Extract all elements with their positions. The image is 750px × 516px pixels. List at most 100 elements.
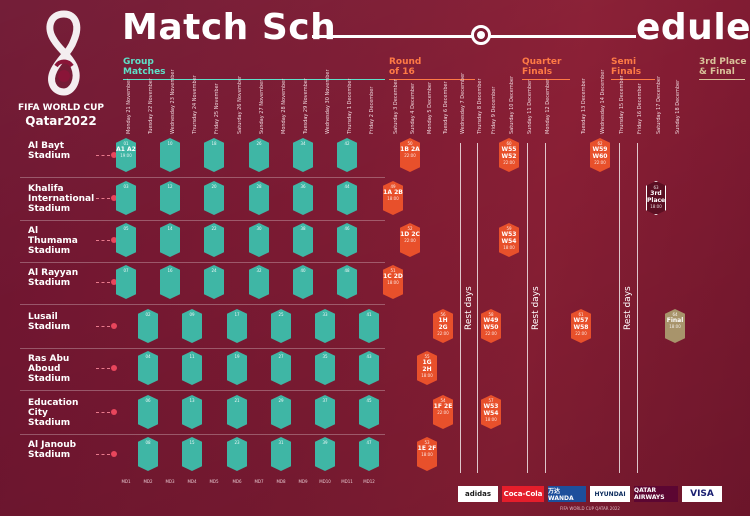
matchday-code: MD10	[319, 479, 331, 484]
match-badge-num: 03	[123, 184, 129, 189]
venue-connector	[96, 155, 110, 156]
match-badge-num: 49	[390, 184, 396, 189]
group-match-badge: 32	[249, 265, 269, 299]
match-badge-m: 1C 2D	[383, 273, 403, 280]
match-badge-num: 50	[407, 141, 413, 146]
venue-name-line: Ras Abu	[28, 354, 70, 364]
match-badge-num: 53	[424, 440, 430, 445]
matchday-code: MD3	[165, 479, 175, 484]
knockout-match-badge: 52 1D 2C 22:00	[400, 223, 420, 257]
date-label: Friday 9 December	[491, 86, 497, 134]
match-badge-num: 15	[189, 440, 195, 445]
title-line-left	[312, 35, 472, 38]
match-badge-t: 22:00	[437, 410, 449, 415]
group-match-badge: 46	[337, 223, 357, 257]
rest-day-line	[545, 143, 546, 473]
group-match-badge: 23	[227, 437, 247, 471]
match-badge-num: 56	[440, 312, 446, 317]
sponsor-coca-cola: Coca-Cola	[502, 486, 544, 502]
rest-day-line	[460, 143, 461, 473]
section-label-line2: Finals	[611, 67, 642, 77]
third-place-badge: 63 3rd Place 18:00	[646, 181, 666, 215]
date-label: Friday 2 December	[369, 86, 375, 134]
match-badge-t: 18:00	[387, 280, 399, 285]
rest-days-label: Rest days	[531, 286, 541, 330]
match-badge-num: 47	[366, 440, 372, 445]
group-match-badge: 18	[204, 138, 224, 172]
date-label: Saturday 10 December	[509, 75, 515, 134]
match-badge-m: 1H 2G	[438, 317, 448, 331]
date-label: Saturday 17 December	[656, 75, 662, 134]
venue-name-line: Stadium	[28, 151, 71, 161]
match-badge-num: 22	[211, 226, 217, 231]
section-group-matches: Group Matches	[123, 57, 166, 77]
section-quarter-finals: Quarter Finals	[522, 57, 561, 77]
venue-separator	[20, 348, 385, 349]
match-badge-t: 22:00	[437, 331, 449, 336]
match-badge-m: W59 W60	[592, 146, 608, 160]
match-badge-num: 27	[278, 354, 284, 359]
rest-days-label: Rest days	[623, 286, 633, 330]
venue-name-line: Stadium	[28, 418, 71, 428]
match-badge-num: 37	[322, 398, 328, 403]
match-badge-num: 09	[189, 312, 195, 317]
venue-dot-icon	[111, 365, 117, 371]
date-label: Thursday 1 December	[347, 78, 353, 134]
group-match-badge: 01 A1 A2 19:00	[116, 138, 136, 172]
matchday-code: MD11	[341, 479, 353, 484]
venue-separator	[20, 262, 385, 263]
venue-name: Ras Abu Aboud Stadium	[28, 354, 106, 384]
knockout-match-badge: 49 1A 2B 18:00	[383, 181, 403, 215]
sponsor-adidas: adidas	[458, 486, 498, 502]
match-badge-num: 51	[390, 268, 396, 273]
venue-name: Al Thumama Stadium	[28, 226, 106, 256]
venue-name: Lusail Stadium	[28, 312, 106, 332]
match-badge-m: W53 W54	[501, 231, 517, 245]
venue-connector	[96, 240, 110, 241]
section-sf-underline	[611, 79, 655, 80]
title-dot-icon	[477, 31, 485, 39]
venue-connector	[96, 368, 110, 369]
group-match-badge: 37	[315, 395, 335, 429]
match-badge-t: 19:00	[120, 153, 132, 158]
date-label: Wednesday 14 December	[600, 69, 606, 134]
match-badge-num: 48	[344, 268, 350, 273]
venue-dot-icon	[111, 152, 117, 158]
group-match-badge: 06	[138, 395, 158, 429]
match-badge-m: W53 W54	[483, 403, 499, 417]
section-group-underline	[123, 79, 385, 80]
match-badge-num: 21	[234, 398, 240, 403]
match-badge-num: 58	[488, 312, 494, 317]
venue-name-line: City	[28, 408, 48, 418]
section-label-line1: 3rd Place	[699, 57, 747, 67]
venue-name-line: Stadium	[28, 246, 71, 256]
match-badge-num: 39	[322, 440, 328, 445]
match-badge-m: Final	[666, 317, 684, 324]
group-match-badge: 07	[116, 265, 136, 299]
rest-day-line	[637, 143, 638, 473]
matchday-code: MD8	[276, 479, 286, 484]
venue-name-line: Stadium	[28, 450, 71, 460]
venue-name: Al Janoub Stadium	[28, 440, 106, 460]
matchday-code: MD5	[209, 479, 219, 484]
date-label: Thursday 8 December	[477, 78, 483, 134]
knockout-match-badge: 61 W57 W58 22:00	[571, 309, 591, 343]
match-badge-num: 04	[145, 354, 151, 359]
match-badge-num: 54	[440, 398, 446, 403]
venue-name-line: Stadium	[28, 204, 71, 214]
venue-name: Khalifa International Stadium	[28, 184, 106, 214]
group-match-badge: 38	[293, 223, 313, 257]
group-match-badge: 13	[182, 395, 202, 429]
match-badge-num: 08	[145, 440, 151, 445]
group-match-badge: 41	[359, 309, 379, 343]
matchday-code: MD9	[298, 479, 308, 484]
match-badge-t: 18:00	[485, 417, 497, 422]
section-r16-underline	[389, 79, 475, 80]
group-match-badge: 35	[315, 351, 335, 385]
match-badge-num: 31	[278, 440, 284, 445]
group-match-badge: 05	[116, 223, 136, 257]
matchday-code: MD12	[363, 479, 375, 484]
group-match-badge: 02	[138, 309, 158, 343]
match-badge-num: 13	[189, 398, 195, 403]
sponsor-wanda: 万达 WANDA	[548, 486, 586, 502]
